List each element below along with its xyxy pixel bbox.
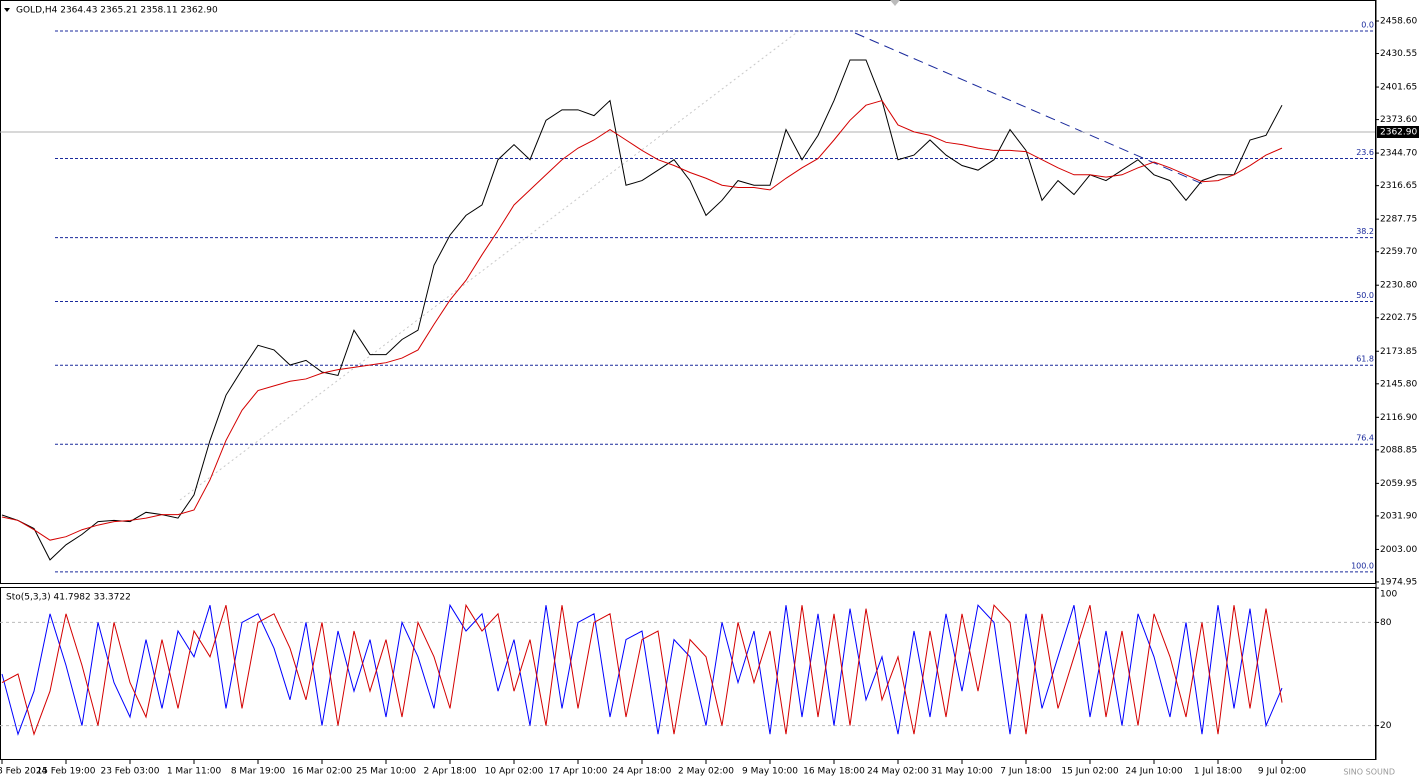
x-tick-label: 7 Jun 18:00 <box>1000 767 1052 777</box>
y-tick-label: 2287.75 <box>1380 215 1417 225</box>
x-tick-label: 17 Apr 10:00 <box>549 767 608 777</box>
y-tick-label: 2202.75 <box>1380 313 1417 323</box>
x-tick-label: 1 Mar 11:00 <box>167 767 222 777</box>
x-tick-label: 25 Mar 10:00 <box>356 767 416 777</box>
x-tick-label: 31 May 10:00 <box>931 767 993 777</box>
y-tick-label: 2259.70 <box>1380 247 1417 257</box>
fib-label: 0.0 <box>1361 20 1374 29</box>
series-line <box>1 603 1283 736</box>
fib-label: 23.6 <box>1356 148 1374 157</box>
x-tick-label: 2 May 02:00 <box>678 767 734 777</box>
chart-title: GOLD,H4 2364.43 2365.21 2358.11 2362.90 <box>16 6 218 16</box>
fib-label: 76.4 <box>1356 434 1374 443</box>
x-tick-label: 9 May 10:00 <box>742 767 798 777</box>
series-line <box>1 99 1283 541</box>
x-tick-label: 24 May 02:00 <box>867 767 929 777</box>
shift-marker <box>890 0 900 6</box>
x-tick-label: 2 Apr 18:00 <box>424 767 477 777</box>
price-pane <box>0 0 1376 584</box>
y-tick-label: 2344.70 <box>1380 149 1417 159</box>
fib-label: 50.0 <box>1356 291 1374 300</box>
y-tick-label: 2003.00 <box>1380 545 1417 555</box>
x-tick-label: 15 Jun 02:00 <box>1061 767 1118 777</box>
x-tick-label: 16 Mar 02:00 <box>292 767 352 777</box>
x-tick-label: 10 Apr 02:00 <box>485 767 544 777</box>
y-tick-label: 2373.60 <box>1380 115 1417 125</box>
x-tick-label: 9 Jul 02:00 <box>1258 767 1307 777</box>
x-tick-label: 24 Jun 10:00 <box>1125 767 1182 777</box>
series-line <box>1 603 1283 736</box>
y-tick-label: 20 <box>1380 721 1392 731</box>
fib-label: 38.2 <box>1356 227 1374 236</box>
last-price-label: 2362.90 <box>1380 127 1417 137</box>
y-tick-label: 2059.95 <box>1380 479 1417 489</box>
last-price-box <box>1377 125 1419 138</box>
watermark: SINO SOUND <box>1343 768 1395 777</box>
x-tick-label: 8 Mar 19:00 <box>231 767 286 777</box>
x-tick-label: 23 Feb 03:00 <box>100 767 159 777</box>
y-tick-label: 2116.90 <box>1380 413 1417 423</box>
menu-arrow[interactable] <box>4 8 10 12</box>
y-tick-label: 2088.85 <box>1380 445 1417 455</box>
x-tick-label: 1 Jul 18:00 <box>1194 767 1243 777</box>
series-line <box>1 59 1283 561</box>
stochastic-pane <box>0 587 1376 760</box>
fib-label: 61.8 <box>1356 355 1374 364</box>
y-tick-label: 100 <box>1380 590 1397 600</box>
y-tick-label: 2031.90 <box>1380 511 1417 521</box>
x-tick-label: 24 Apr 18:00 <box>613 767 672 777</box>
x-tick-label: 8 Feb 2024 <box>0 767 48 777</box>
y-tick-label: 1974.95 <box>1380 577 1417 587</box>
y-tick-label: 2430.55 <box>1380 49 1417 59</box>
fib-label: 100.0 <box>1351 561 1374 570</box>
y-tick-label: 2145.80 <box>1380 379 1417 389</box>
fib-base-line <box>179 29 801 501</box>
x-tick-label: 15 Feb 19:00 <box>36 767 95 777</box>
y-tick-label: 2173.85 <box>1380 347 1417 357</box>
y-tick-label: 80 <box>1380 618 1392 628</box>
y-tick-label: 2458.60 <box>1380 16 1417 26</box>
x-tick-label: 16 May 18:00 <box>803 767 865 777</box>
indicator-title: Sto(5,3,3) 41.7982 33.3722 <box>6 593 131 603</box>
y-tick-label: 2401.65 <box>1380 83 1417 93</box>
y-tick-label: 2316.65 <box>1380 181 1417 191</box>
y-tick-label: 2230.80 <box>1380 281 1417 291</box>
